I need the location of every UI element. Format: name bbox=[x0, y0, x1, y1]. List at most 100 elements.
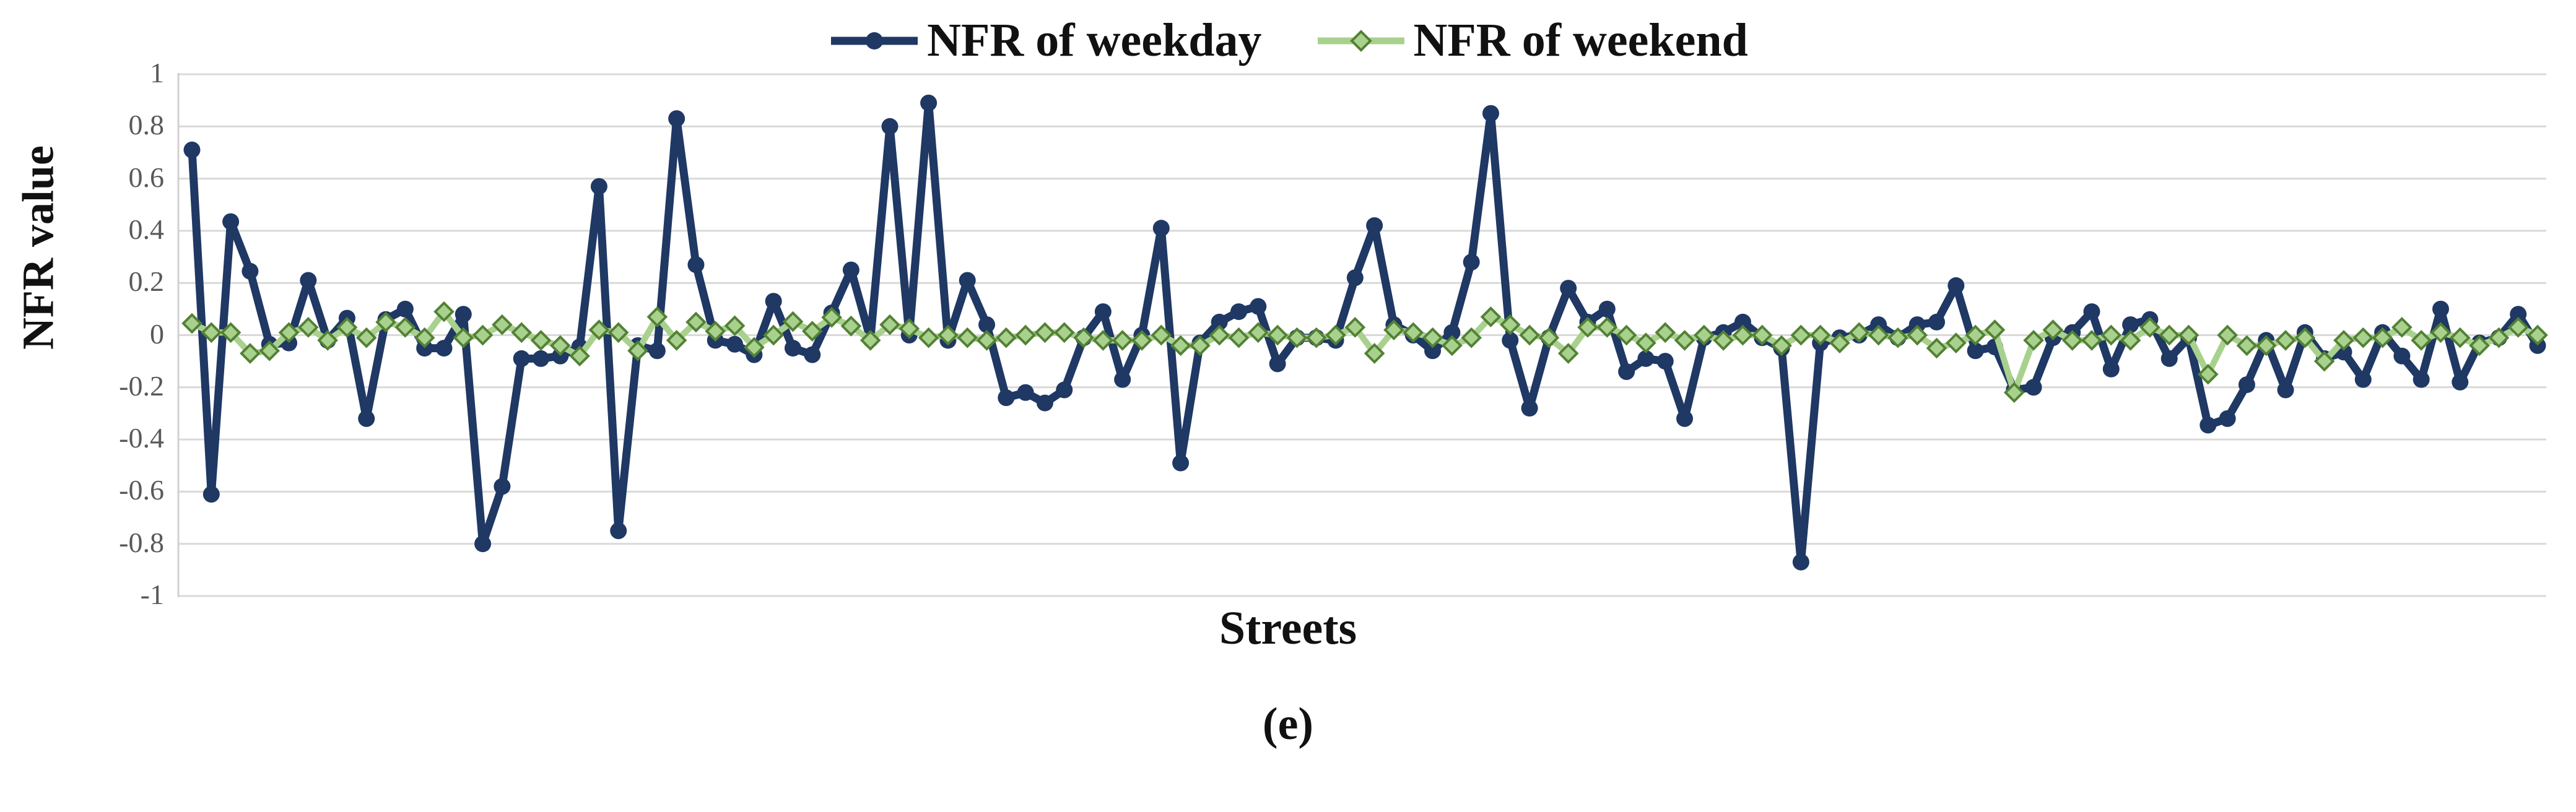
weekday-data-point bbox=[610, 522, 627, 540]
weekday-data-point bbox=[1346, 269, 1364, 287]
weekend-data-point bbox=[2100, 324, 2122, 346]
weekend-data-point bbox=[492, 314, 513, 335]
weekday-data-point bbox=[474, 535, 492, 553]
weekday-data-point bbox=[2025, 379, 2042, 396]
weekday-line-marker-icon bbox=[831, 32, 918, 50]
weekday-data-point bbox=[2510, 306, 2527, 323]
weekend-data-point bbox=[879, 314, 900, 335]
weekend-data-point bbox=[705, 321, 726, 342]
weekend-data-point bbox=[1461, 327, 1482, 348]
weekend-data-point bbox=[1073, 327, 1094, 348]
weekend-data-point bbox=[2391, 317, 2413, 338]
weekend-data-point bbox=[1848, 322, 1870, 343]
weekday-data-point bbox=[2200, 417, 2217, 434]
weekend-data-point bbox=[2139, 317, 2160, 338]
weekend-data-point bbox=[336, 317, 358, 338]
weekend-data-point bbox=[588, 319, 610, 340]
weekend-data-point bbox=[1286, 327, 1308, 348]
weekday-data-point bbox=[668, 110, 685, 127]
weekday-data-point bbox=[1172, 454, 1190, 472]
weekend-data-point bbox=[472, 324, 494, 346]
weekend-data-point bbox=[1616, 324, 1637, 346]
weekend-data-point bbox=[2527, 324, 2548, 346]
weekday-data-point bbox=[1792, 553, 1809, 571]
weekday-data-point bbox=[2083, 303, 2100, 321]
weekday-data-point bbox=[2354, 371, 2372, 388]
weekend-data-point bbox=[1325, 324, 1346, 346]
legend-entry-weekday: NFR of weekday bbox=[828, 14, 1262, 67]
weekend-data-point bbox=[2449, 327, 2471, 348]
weekend-data-point bbox=[1305, 327, 1327, 348]
weekday-data-point bbox=[1598, 300, 1616, 317]
weekend-data-point bbox=[1015, 324, 1036, 346]
weekend-data-point bbox=[2352, 327, 2374, 348]
weekend-data-point bbox=[201, 322, 222, 343]
weekend-data-point bbox=[569, 345, 590, 367]
weekend-data-point bbox=[530, 330, 552, 351]
weekend-data-point bbox=[375, 311, 396, 333]
weekday-data-point bbox=[2432, 300, 2449, 317]
weekday-data-point bbox=[2238, 376, 2255, 394]
weekday-data-point bbox=[1928, 313, 1946, 330]
weekend-data-point bbox=[2197, 363, 2219, 385]
weekend-data-point bbox=[666, 330, 687, 351]
weekend-data-point bbox=[957, 327, 978, 348]
weekday-data-point bbox=[1269, 355, 1286, 373]
weekend-data-point bbox=[1926, 337, 1947, 359]
weekend-data-point bbox=[2488, 327, 2510, 348]
weekday-data-point bbox=[1424, 342, 1442, 360]
weekend-data-point bbox=[1887, 327, 1908, 348]
weekday-data-point bbox=[2413, 371, 2430, 388]
legend-label-weekday: NFR of weekday bbox=[927, 14, 1262, 66]
weekday-data-point bbox=[2122, 316, 2139, 334]
weekday-data-point bbox=[1967, 342, 1984, 360]
weekend-data-point bbox=[782, 311, 804, 332]
y-tick-label: -0.2 bbox=[119, 369, 164, 402]
weekend-data-point bbox=[240, 343, 261, 364]
weekday-data-point bbox=[416, 340, 433, 357]
weekend-data-point bbox=[1403, 322, 1424, 343]
weekday-data-point bbox=[552, 347, 569, 365]
weekday-data-point bbox=[842, 261, 859, 279]
weekend-data-point bbox=[899, 318, 920, 339]
weekend-data-point bbox=[2411, 330, 2432, 351]
weekday-data-point bbox=[242, 262, 259, 280]
weekend-data-point bbox=[996, 327, 1017, 348]
weekend-data-point bbox=[1170, 335, 1191, 356]
weekend-data-point bbox=[1131, 330, 1152, 351]
weekend-data-point bbox=[1751, 324, 1773, 346]
weekend-data-point bbox=[2255, 335, 2277, 356]
weekend-data-point bbox=[2236, 335, 2258, 356]
y-tick-label: -0.4 bbox=[119, 422, 164, 454]
weekend-data-point bbox=[220, 322, 242, 343]
weekend-data-point bbox=[2159, 324, 2180, 346]
weekend-data-point bbox=[1557, 343, 1579, 364]
weekday-data-point bbox=[1366, 217, 1383, 234]
weekend-data-point bbox=[1577, 317, 1598, 338]
weekday-data-point bbox=[202, 486, 220, 503]
weekend-data-point bbox=[1442, 335, 1463, 356]
legend-label-weekend: NFR of weekend bbox=[1413, 14, 1748, 66]
weekend-data-point bbox=[685, 311, 707, 333]
weekend-data-point bbox=[2313, 350, 2335, 372]
weekday-data-point bbox=[881, 118, 899, 135]
weekend-data-point bbox=[1034, 322, 1056, 343]
weekday-data-point bbox=[1463, 253, 1480, 270]
weekend-line-marker-icon bbox=[1317, 29, 1404, 52]
weekend-data-point bbox=[2217, 324, 2238, 346]
weekend-data-point bbox=[1868, 324, 1889, 346]
weekend-data-point bbox=[511, 322, 533, 343]
weekday-data-point bbox=[1618, 363, 1635, 381]
data-series-layer bbox=[181, 94, 2548, 571]
weekday-data-point bbox=[1908, 316, 1926, 334]
weekday-data-point bbox=[920, 94, 938, 111]
weekday-data-point bbox=[358, 410, 375, 427]
weekend-data-point bbox=[1422, 327, 1443, 348]
weekend-data-point bbox=[607, 322, 629, 343]
weekend-data-point bbox=[938, 324, 959, 346]
weekday-data-point bbox=[435, 340, 453, 357]
y-tick-label: 1 bbox=[150, 57, 164, 89]
weekend-data-point bbox=[646, 306, 668, 327]
